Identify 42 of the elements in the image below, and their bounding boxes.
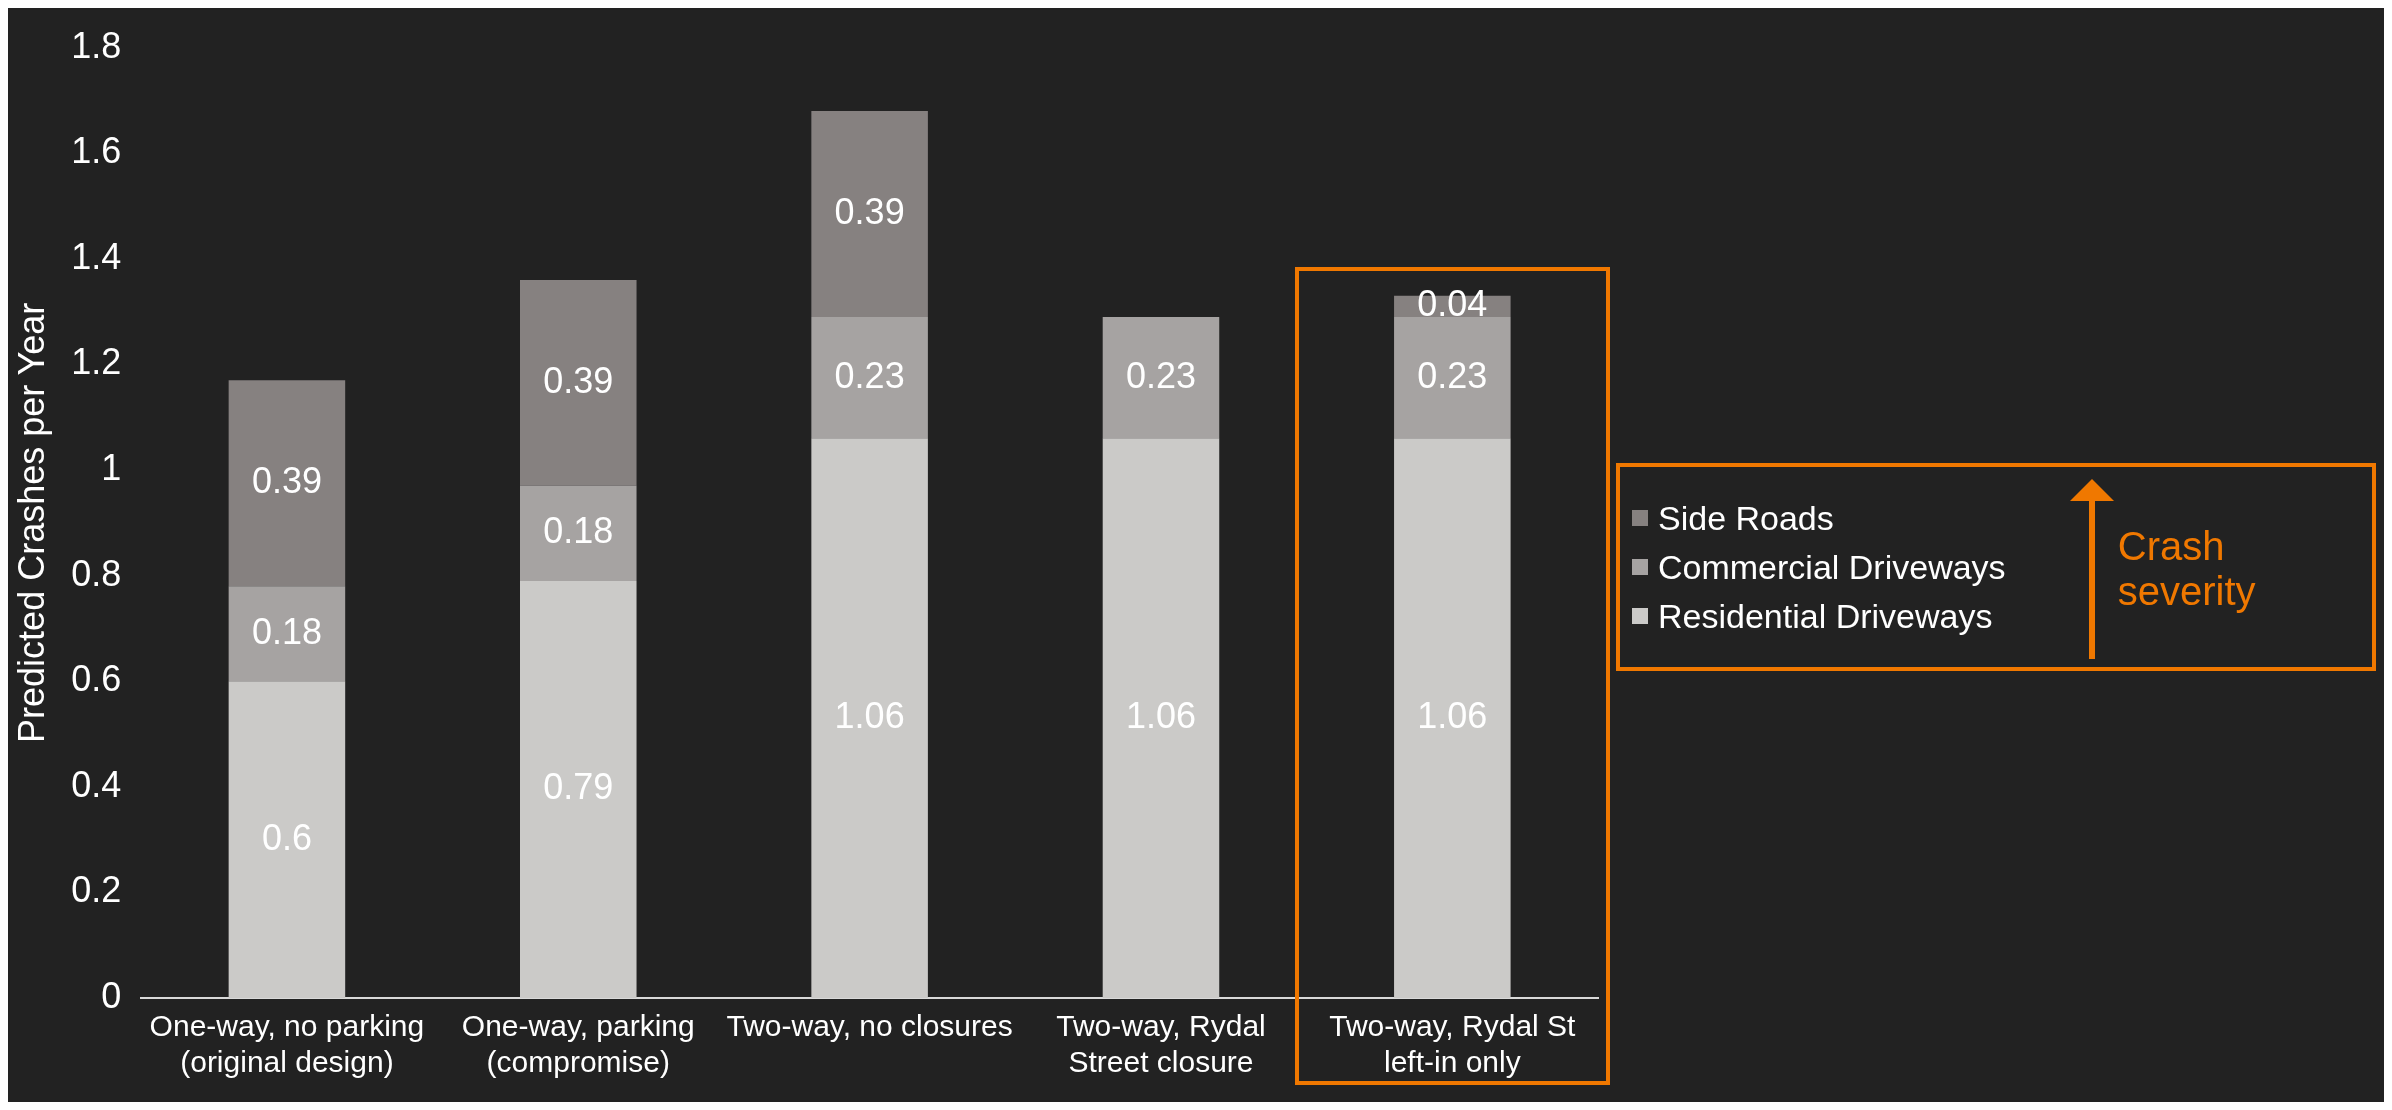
- bar: [520, 580, 637, 998]
- x-tick-label: Two-way, Rydal Street closure: [1056, 1009, 1266, 1079]
- bar: [1102, 316, 1220, 439]
- bar: [811, 438, 928, 998]
- data-label: 0.23: [834, 354, 905, 396]
- data-label: 0.39: [834, 190, 905, 232]
- x-tick-label: Two-way, Rydal St left-in only: [1329, 1009, 1577, 1079]
- legend-label: Commercial Driveways: [1658, 547, 2006, 587]
- bar: [1102, 438, 1220, 998]
- y-tick-label: 1.8: [71, 24, 122, 66]
- y-tick-label: 0.2: [71, 869, 122, 911]
- data-label: 0.39: [251, 460, 322, 502]
- y-tick-label: 1.2: [71, 341, 122, 383]
- y-tick-label: 1.6: [71, 130, 122, 172]
- bar: [228, 681, 346, 998]
- y-tick-label: 0.4: [71, 763, 122, 805]
- bar: [520, 485, 637, 581]
- y-tick-label: 0: [101, 974, 122, 1016]
- data-label: 0.23: [1417, 354, 1488, 396]
- text: Crash severity: [2117, 524, 2257, 614]
- y-tick-label: 1.4: [71, 235, 122, 277]
- data-label: 0.18: [543, 510, 614, 552]
- data-label: 0.18: [251, 610, 322, 652]
- bar: [811, 316, 928, 439]
- bar: [811, 110, 928, 317]
- x-tick-label: Two-way, no closures: [726, 1009, 1013, 1043]
- y-tick-label: 0.8: [71, 552, 122, 594]
- bar: [228, 586, 346, 682]
- y-axis-title: Predicted Crashes per Year: [10, 302, 52, 743]
- legend-label: Side Roads: [1658, 498, 1834, 538]
- bar: [1394, 316, 1511, 439]
- data-label: 0.23: [1125, 354, 1197, 396]
- data-label: 0.39: [543, 359, 614, 401]
- y-tick-label: 0.6: [71, 658, 122, 700]
- y-tick-label: 1: [101, 446, 122, 488]
- x-tick-label: One-way, no parking (original design): [149, 1009, 425, 1079]
- data-label: 0.04: [1417, 283, 1488, 325]
- bar: [228, 380, 346, 587]
- x-tick-label: One-way, parking (compromise): [461, 1009, 695, 1079]
- legend-label: Residential Driveways: [1658, 596, 1993, 636]
- bar: [1394, 438, 1511, 998]
- bar: [520, 279, 637, 486]
